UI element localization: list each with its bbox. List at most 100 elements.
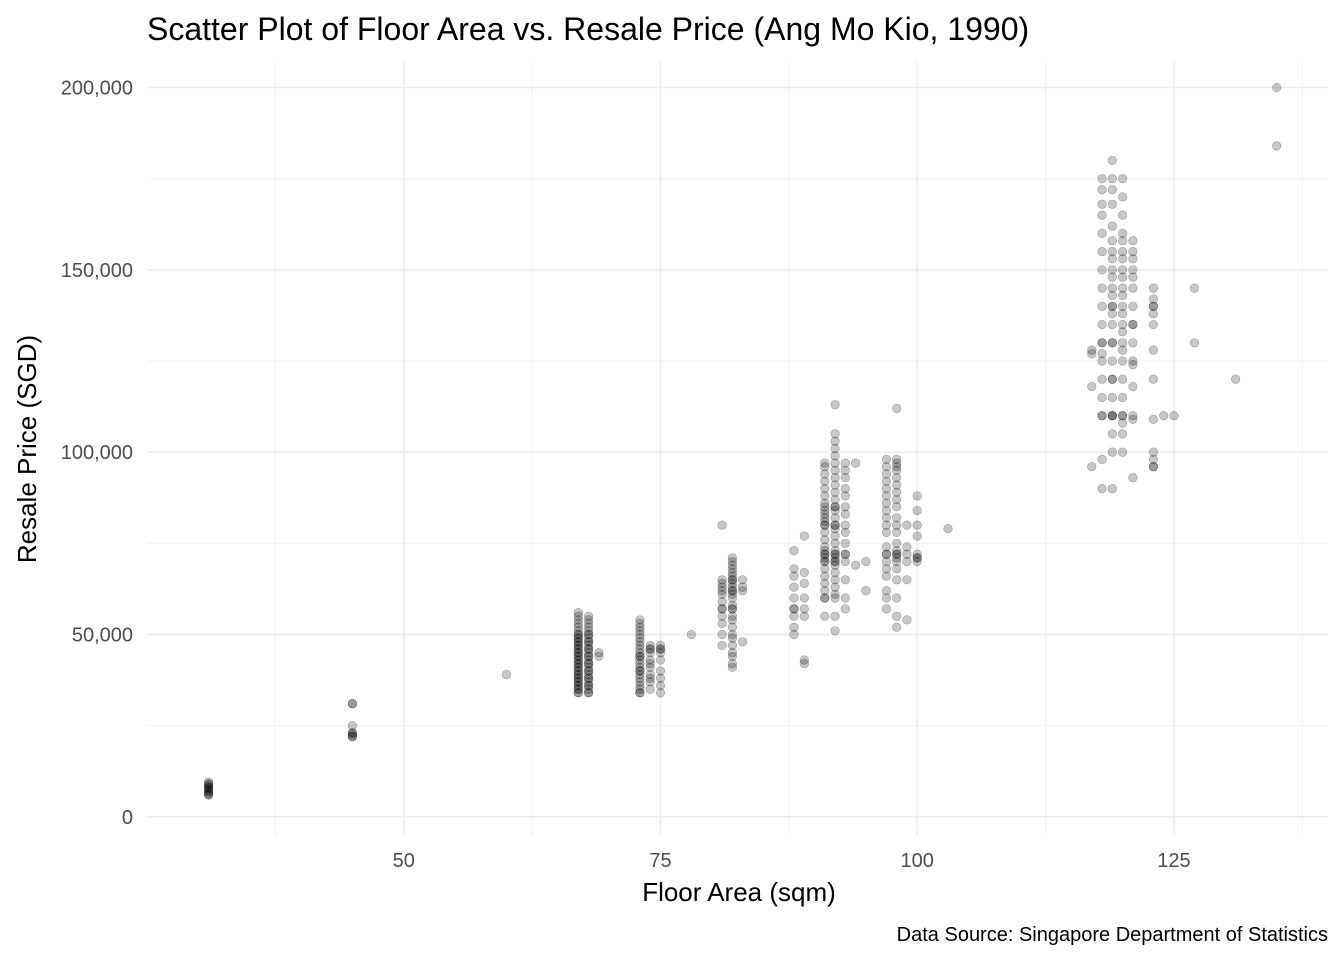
x-tick-label: 100 [901, 850, 934, 872]
y-tick-label: 50,000 [72, 624, 133, 646]
data-point [501, 669, 512, 680]
data-point [583, 688, 594, 698]
data-point [892, 473, 902, 483]
data-point [1107, 374, 1117, 384]
y-tick-label: 150,000 [61, 260, 133, 282]
data-point [1097, 374, 1107, 384]
data-point [1189, 283, 1200, 293]
data-point [1097, 484, 1107, 494]
data-point [799, 567, 809, 578]
data-point [892, 549, 902, 559]
data-point [1097, 338, 1107, 348]
data-point [727, 553, 738, 563]
data-point [881, 454, 892, 465]
data-point [1097, 174, 1107, 184]
data-point [912, 553, 922, 563]
data-point [635, 655, 645, 665]
data-point [204, 786, 214, 796]
data-point [1148, 301, 1158, 311]
data-point [635, 622, 645, 632]
data-point [892, 502, 902, 512]
data-point [1107, 309, 1117, 319]
data-point [573, 633, 583, 643]
chart-title: Scatter Plot of Floor Area vs. Resale Pr… [147, 11, 1029, 47]
data-point [717, 586, 727, 596]
data-point [1117, 327, 1128, 337]
data-point [881, 593, 892, 603]
data-point [902, 542, 912, 552]
data-point [1128, 301, 1138, 311]
data-point [892, 545, 902, 556]
data-point [645, 644, 655, 654]
data-point [645, 684, 655, 694]
data-point [881, 476, 892, 486]
data-point [892, 494, 902, 505]
data-point [583, 611, 594, 621]
data-point [635, 618, 645, 629]
data-point [1097, 210, 1107, 220]
data-point [1107, 338, 1117, 348]
data-point [583, 640, 594, 651]
data-point [635, 633, 645, 643]
data-point [583, 618, 594, 629]
data-point [717, 575, 727, 585]
data-point [645, 662, 655, 672]
data-point [892, 611, 902, 621]
data-point [1097, 283, 1107, 293]
data-point [635, 680, 645, 691]
data-point [799, 604, 809, 614]
data-point [820, 476, 830, 486]
data-point [1107, 374, 1117, 384]
data-point [1272, 82, 1282, 93]
data-point [204, 788, 214, 798]
data-point [820, 509, 830, 519]
data-point [583, 677, 594, 687]
data-point [583, 666, 594, 676]
data-point [912, 556, 922, 567]
data-point [830, 505, 840, 516]
data-point [727, 571, 738, 581]
data-point [1128, 411, 1138, 421]
data-point [830, 553, 840, 563]
data-point [892, 480, 902, 490]
data-point [820, 498, 830, 508]
data-point [727, 648, 738, 658]
data-point [1117, 192, 1128, 202]
data-point [1107, 174, 1117, 184]
data-point [583, 637, 594, 647]
data-point [686, 629, 696, 640]
data-point [573, 688, 583, 698]
data-point [573, 684, 583, 694]
data-point [881, 498, 892, 508]
data-point [830, 549, 840, 559]
data-point [1087, 381, 1097, 392]
data-point [912, 531, 922, 541]
data-point [573, 662, 583, 672]
data-point [1117, 345, 1128, 355]
data-point [830, 513, 840, 523]
x-tick-label: 125 [1157, 850, 1190, 872]
data-point [799, 593, 809, 603]
data-point [635, 666, 645, 676]
data-point [573, 615, 583, 625]
data-point [820, 520, 830, 530]
data-point [717, 618, 727, 629]
data-point [347, 731, 358, 742]
data-point [1117, 283, 1128, 293]
data-point [820, 549, 830, 559]
data-point [655, 673, 666, 683]
data-point [573, 680, 583, 691]
data-point [1087, 462, 1097, 472]
data-point [1148, 454, 1158, 465]
data-point [1097, 228, 1107, 238]
data-point [1107, 290, 1117, 301]
data-point [1107, 236, 1117, 246]
data-point [573, 644, 583, 654]
data-point [840, 465, 850, 476]
data-point [645, 673, 655, 683]
data-point [789, 604, 799, 614]
data-point [1097, 411, 1107, 421]
data-point [645, 658, 655, 669]
data-point [727, 586, 738, 596]
data-point [881, 513, 892, 523]
